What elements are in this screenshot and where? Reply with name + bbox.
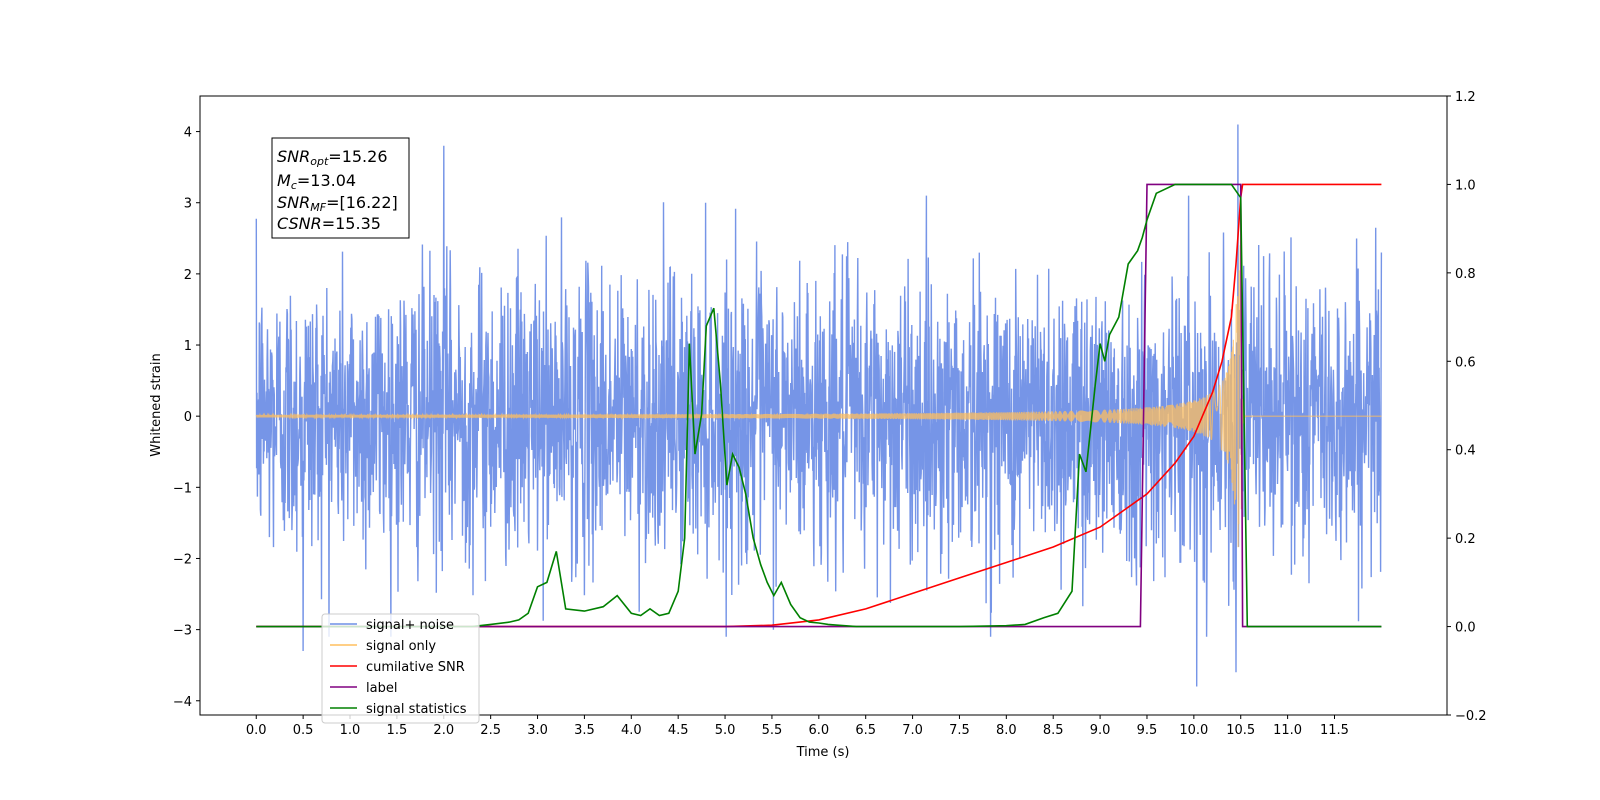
info-chirp-mass: Mc=13.04 [277,171,356,192]
x-tick-label: 4.0 [621,723,642,738]
x-tick-label: 9.5 [1137,723,1158,738]
x-tick-label: 1.5 [387,723,408,738]
info-csnr: CSNR=15.35 [277,214,381,233]
legend-label: label [366,681,397,696]
y2-tick-label: 1.2 [1455,90,1476,105]
x-axis: 0.0 0.5 1.0 1.5 2.0 2.5 3.0 3.5 4.0 4.5 5.0 5.5 6.0 6… [246,715,1349,738]
x-tick-label: 6.5 [855,723,876,738]
legend-frame [321,613,480,724]
x-tick-label: 2.5 [480,723,501,738]
x-tick-label: 8.0 [996,723,1017,738]
y-axis-left: −4 −3 −2 −1 0 1 2 3 4 [173,126,200,710]
x-tick-label: 6.0 [808,723,829,738]
y2-tick-label: −0.2 [1455,709,1487,724]
y2-tick-label: 0.0 [1455,621,1476,636]
legend-label: signal only [366,639,436,654]
y2-tick-label: 0.8 [1455,267,1476,282]
plot-frame [199,95,1448,716]
x-tick-label: 5.0 [715,723,736,738]
series-signal-statistics [256,183,1382,628]
y-tick-label: −1 [173,481,192,496]
x-tick-label: 9.0 [1090,723,1111,738]
x-tick-label: 3.5 [574,723,595,738]
x-tick-label: 10.0 [1179,723,1208,738]
info-snr-opt: SNRopt=15.26 [277,147,388,168]
x-tick-label: 11.5 [1320,723,1349,738]
x-tick-label: 1.0 [340,723,361,738]
y2-tick-label: 0.2 [1455,532,1476,547]
series-cumilative-snr [256,183,1382,628]
x-tick-label: 0.5 [293,723,314,738]
y-tick-label: −3 [173,624,192,639]
legend: signal+ noise signal only cumilative SNR la… [321,613,480,724]
x-tick-label: 5.5 [762,723,783,738]
legend-label: cumilative SNR [366,660,465,675]
series-layer [255,124,1383,687]
y-axis-label: Whitened strain [149,353,164,456]
x-tick-label: 11.0 [1273,723,1302,738]
info-snr-mf: SNRMF=[16.22] [277,193,398,214]
x-tick-label: 8.5 [1043,723,1064,738]
y2-tick-label: 1.0 [1455,178,1476,193]
y-axis-right: −0.2 0.0 0.2 0.4 0.6 0.8 1.0 1.2 [1447,90,1487,724]
x-tick-label: 2.0 [433,723,454,738]
series-signal-only [255,202,1382,548]
x-tick-label: 4.5 [668,723,689,738]
x-tick-label: 7.0 [902,723,923,738]
y-tick-label: −2 [173,552,192,567]
y-tick-label: −4 [173,695,192,710]
info-box: SNRopt=15.26 Mc=13.04 SNRMF=[16.22] CSNR… [271,137,410,239]
x-tick-label: 7.5 [949,723,970,738]
x-tick-label: 3.0 [527,723,548,738]
y-tick-label: 4 [184,126,192,141]
y-tick-label: 2 [184,268,192,283]
y-tick-label: 3 [184,197,192,212]
y2-tick-label: 0.6 [1455,355,1476,370]
x-tick-label: 0.0 [246,723,267,738]
legend-label: signal+ noise [366,618,454,633]
y-tick-label: 0 [184,410,192,425]
info-box-frame [271,137,410,239]
x-axis-label: Time (s) [796,745,850,760]
y-tick-label: 1 [184,339,192,354]
y2-tick-label: 0.4 [1455,444,1476,459]
legend-label: signal statistics [366,702,467,717]
x-tick-label: 10.5 [1226,723,1255,738]
